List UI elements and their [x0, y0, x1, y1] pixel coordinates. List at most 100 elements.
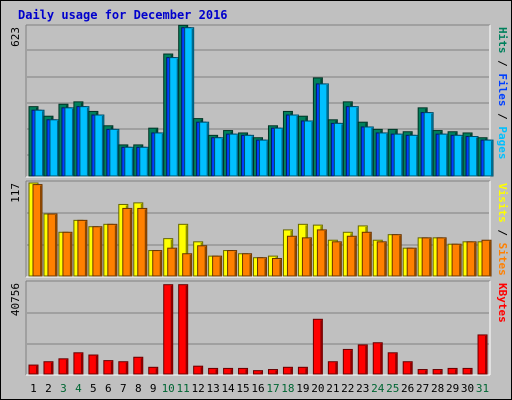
bar-shade: [491, 141, 494, 176]
bar-shade: [144, 209, 147, 276]
bar-shade: [204, 246, 207, 276]
bar-shade: [294, 237, 297, 276]
bar-shade: [446, 135, 449, 176]
bar-shade: [455, 369, 458, 374]
bar-pages-day-18: [288, 114, 299, 177]
bar-kbytes-day-22: [342, 348, 353, 375]
bar-pages-day-28: [438, 133, 449, 177]
legend-item-hits: Hits: [496, 27, 509, 54]
bar-sites-day-28: [436, 237, 447, 277]
bar-shade: [401, 135, 404, 176]
bar-pages-day-14: [229, 133, 240, 177]
bar-shade: [425, 370, 428, 374]
bar-shade: [185, 285, 188, 374]
bar-sites-day-23: [361, 231, 372, 277]
bar-sites-day-17: [271, 258, 282, 277]
bar-shade: [341, 124, 344, 176]
bar-shade: [221, 138, 224, 176]
y-max-label: 623: [9, 27, 22, 47]
bar-shade: [80, 353, 83, 374]
bar-pages-day-8: [139, 146, 150, 177]
bar-shade: [371, 127, 374, 176]
bar-shade: [309, 238, 312, 276]
bar-shade: [251, 136, 254, 176]
bar-shade: [260, 371, 263, 374]
x-tick-label-day-4: 4: [75, 382, 82, 395]
bar-shade: [71, 108, 74, 176]
bar-sites-day-14: [227, 250, 238, 277]
bar-kbytes-day-14: [223, 367, 234, 375]
bar-shade: [84, 221, 87, 276]
bar-shade: [110, 361, 113, 374]
bar-sites-day-1: [32, 184, 43, 277]
bar-kbytes-day-27: [417, 369, 428, 375]
bar-sites-day-25: [391, 234, 402, 277]
bar-shade: [189, 254, 192, 276]
bar-pages-day-20: [318, 83, 329, 177]
bar-shade: [365, 345, 368, 374]
bar-sites-day-7: [122, 207, 133, 277]
bar-shade: [431, 113, 434, 176]
x-tick-label-day-18: 18: [281, 382, 294, 395]
x-tick-label-day-10: 10: [162, 382, 175, 395]
x-tick-label-day-20: 20: [311, 382, 324, 395]
x-tick-label-day-8: 8: [135, 382, 142, 395]
x-tick-label-day-17: 17: [266, 382, 279, 395]
bar-shade: [485, 335, 488, 374]
bar-shade: [489, 241, 492, 276]
bar-kbytes-day-20: [312, 318, 323, 375]
bar-pages-day-5: [94, 114, 105, 177]
bar-shade: [42, 111, 44, 176]
bar-pages-day-12: [199, 121, 210, 177]
bar-kbytes-day-18: [282, 366, 293, 375]
bar-shade: [159, 251, 162, 276]
panel-visitors: 117 Visits / Sites: [9, 180, 509, 278]
bar-pages-day-23: [363, 126, 374, 177]
bar-sites-day-21: [331, 241, 342, 277]
bar-sites-day-2: [47, 213, 58, 277]
bar-sites-day-5: [92, 226, 103, 277]
bar-pages-day-10: [169, 57, 180, 177]
bar-kbytes-day-23: [357, 344, 368, 375]
bar-pages-day-24: [378, 132, 389, 177]
bar-kbytes-day-12: [193, 365, 204, 375]
bar-shade: [264, 258, 267, 276]
bar-shade: [399, 235, 402, 276]
bar-shade: [95, 356, 98, 374]
bar-sites-day-30: [466, 241, 477, 277]
bar-kbytes-day-4: [73, 352, 84, 375]
panel-volume: 40756 KBytes: [9, 280, 509, 376]
legend-item-visits: Visits: [496, 183, 509, 223]
bar-pages-day-29: [453, 134, 464, 177]
bar-shade: [140, 358, 143, 374]
x-tick-label-day-5: 5: [90, 382, 97, 395]
bar-pages-day-25: [393, 133, 404, 177]
x-tick-label-day-7: 7: [120, 382, 127, 395]
bar-kbytes-day-25: [387, 352, 398, 375]
x-tick-label-day-16: 16: [251, 382, 264, 395]
bar-shade: [50, 362, 53, 374]
bar-shade: [429, 238, 432, 276]
bar-shade: [320, 320, 323, 374]
bar-kbytes-day-10: [163, 284, 174, 375]
bar-shade: [131, 148, 134, 176]
bar-shade: [461, 136, 464, 176]
x-tick-label-day-24: 24: [371, 382, 385, 395]
bar-shade: [476, 137, 479, 176]
bar-pages-day-30: [468, 136, 479, 177]
legend-volume: KBytes: [496, 283, 509, 323]
bar-shade: [369, 233, 372, 276]
bar-sites-day-16: [257, 257, 268, 277]
x-tick-label-day-23: 23: [356, 382, 369, 395]
bar-shade: [470, 369, 473, 374]
bar-shade: [236, 135, 239, 176]
bar-pages-day-21: [333, 122, 344, 177]
bar-pages-day-2: [49, 119, 60, 177]
bar-shade: [335, 362, 338, 374]
bar-shade: [161, 133, 164, 176]
bar-shade: [69, 233, 72, 276]
bar-kbytes-day-6: [103, 360, 114, 375]
bar-shade: [311, 121, 314, 176]
bar-shade: [230, 369, 233, 374]
bar-kbytes-day-29: [447, 367, 458, 375]
